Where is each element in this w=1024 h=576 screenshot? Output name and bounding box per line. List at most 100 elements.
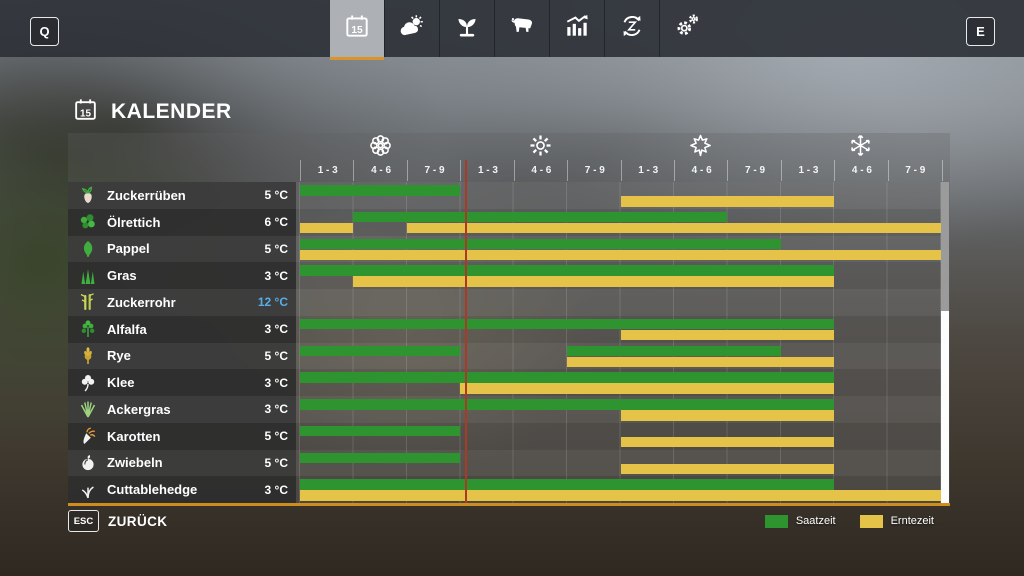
germination-temperature: 12 °C [257, 295, 288, 310]
harvest-period-bar [406, 222, 942, 234]
crop-timeline-cell [296, 476, 942, 503]
leaf-icon [688, 133, 713, 163]
legend-label: Saatzeit [795, 515, 836, 527]
menu-tab-crops[interactable] [439, 0, 494, 57]
crop-name: Zwiebeln [107, 455, 163, 471]
crop-label-cell: Zwiebeln 5 °C [68, 449, 296, 477]
crop-rotation-icon [618, 12, 646, 45]
crop-label-cell: Ölrettich 6 °C [68, 208, 296, 236]
germination-temperature: 3 °C [264, 375, 288, 390]
sow-period-bar [300, 372, 835, 383]
hedge-icon [78, 480, 98, 500]
crop-name: Alfalfa [107, 321, 147, 337]
sow-period-bar [300, 452, 461, 464]
back-button-label[interactable]: ZURÜCK [108, 513, 168, 529]
animals-icon [508, 12, 536, 45]
germination-temperature: 3 °C [264, 482, 288, 497]
period-label: 7 - 9 [567, 160, 621, 181]
germination-temperature: 5 °C [264, 241, 288, 256]
footer-bar: ESC ZURÜCK Saatzeit Erntezeit [68, 508, 950, 534]
harvest-period-bar [620, 463, 835, 475]
crop-timeline-cell [296, 449, 941, 477]
calendar-row-lrettich: Ölrettich 6 °C [68, 208, 949, 236]
harvest-period-bar [300, 222, 354, 234]
crop-name: Zuckerrüben [107, 187, 186, 203]
menu-tab-crop-rotation[interactable] [604, 0, 659, 57]
period-label: 1 - 3 [460, 160, 514, 181]
crop-timeline-cell [296, 262, 941, 289]
crop-timeline-cell [296, 315, 941, 343]
scrollbar-track[interactable] [941, 182, 949, 503]
calendar-row-pappel: Pappel 5 °C [68, 235, 949, 263]
crop-label-cell: Zuckerrohr 12 °C [68, 289, 296, 316]
legend-swatch-erntezeit [859, 514, 883, 528]
germination-temperature: 3 °C [264, 322, 288, 337]
sow-period-bar [353, 211, 728, 223]
crop-timeline-cell [296, 208, 942, 236]
crop-label-cell: Ackergras 3 °C [68, 396, 296, 423]
crop-name: Karotten [107, 428, 161, 444]
germination-temperature: 5 °C [264, 188, 288, 203]
period-label: 1 - 3 [300, 160, 354, 181]
crop-label-cell: Cuttablehedge 3 °C [68, 476, 296, 503]
legend: Saatzeit Erntezeit [764, 514, 950, 528]
flower-icon [368, 133, 393, 163]
crop-name: Pappel [107, 241, 150, 257]
hotkey-e-badge[interactable]: E [966, 17, 995, 46]
crop-name: Zuckerrohr [107, 294, 176, 310]
menu-tabs: 15 [330, 0, 714, 60]
menu-tab-statistics[interactable] [549, 0, 604, 57]
calendar-icon: 15 [343, 12, 371, 45]
calendar-row-zwiebeln: Zwiebeln 5 °C [68, 449, 949, 477]
menu-tab-calendar[interactable]: 15 [330, 0, 384, 60]
calendar-row-cuttablehedge: Cuttablehedge 3 °C [68, 476, 949, 503]
crop-name: Gras [107, 268, 137, 284]
calendar-row-klee: Klee 3 °C [68, 369, 949, 396]
sow-period-bar [300, 238, 781, 250]
scrollbar-thumb[interactable] [941, 311, 949, 503]
oilseed-radish-icon [78, 212, 98, 232]
crops-icon [453, 12, 481, 45]
sow-period-bar [300, 318, 835, 330]
crop-label-cell: Rye 5 °C [68, 342, 296, 370]
esc-key-badge[interactable]: ESC [68, 510, 99, 532]
menu-tab-weather[interactable] [384, 0, 439, 57]
period-label: 7 - 9 [727, 160, 781, 181]
harvest-period-bar [567, 356, 835, 368]
crop-timeline-cell [296, 235, 942, 263]
menu-tab-animals[interactable] [494, 0, 549, 57]
svg-text:15: 15 [80, 108, 91, 119]
crop-name: Cuttablehedge [107, 482, 198, 498]
crop-timeline-cell [296, 369, 941, 396]
grass-icon [78, 266, 98, 286]
period-label: 4 - 6 [673, 160, 728, 181]
calendar-row-zuckerrben: Zuckerrüben 5 °C [68, 182, 949, 209]
harvest-period-bar [300, 490, 942, 501]
germination-temperature: 5 °C [264, 455, 288, 470]
weather-icon [398, 12, 426, 45]
period-label: 4 - 6 [513, 160, 568, 181]
crop-name: Rye [107, 348, 131, 364]
harvest-period-bar [620, 410, 835, 421]
crop-name: Ackergras [107, 401, 171, 417]
calendar-row-rye: Rye 5 °C [68, 342, 949, 370]
page-title-row: 15 KALENDER [72, 96, 232, 128]
page-title: KALENDER [111, 100, 232, 123]
legend-swatch-saatzeit [764, 514, 788, 528]
sow-period-bar [300, 345, 461, 357]
sow-period-bar [300, 265, 835, 276]
crop-timeline-cell [296, 422, 941, 450]
sugarcane-icon [78, 292, 98, 312]
menu-tab-settings[interactable] [659, 0, 714, 57]
settings-icon [673, 12, 701, 45]
statistics-icon [563, 12, 591, 45]
germination-temperature: 6 °C [264, 215, 288, 230]
hotkey-q-badge[interactable]: Q [30, 17, 59, 46]
germination-temperature: 3 °C [264, 268, 288, 283]
crop-label-cell: Gras 3 °C [68, 262, 296, 289]
season-autumn [621, 134, 781, 161]
sow-period-bar [567, 345, 781, 357]
season-summer [460, 134, 620, 161]
crop-timeline-cell [296, 182, 941, 209]
